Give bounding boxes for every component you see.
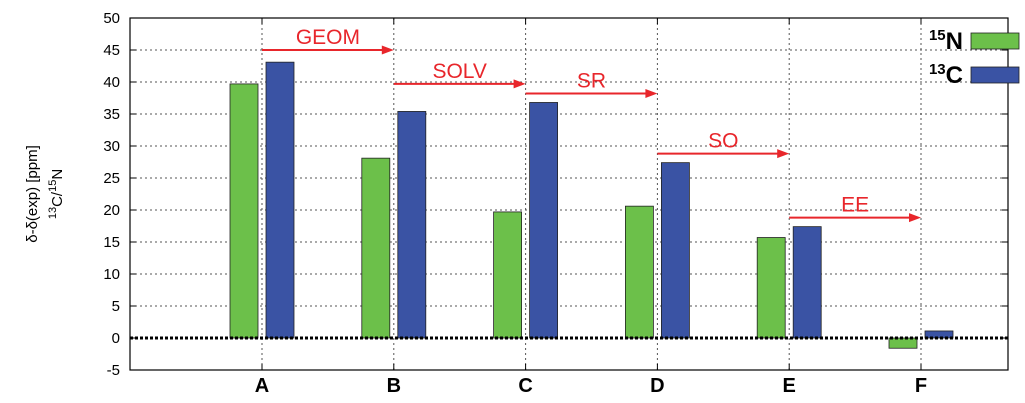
plot-frame (129, 17, 1009, 371)
bar-15N-B (361, 157, 391, 339)
y-tick-label: 0 (112, 330, 120, 347)
annotations-layer: GEOM SOLV SR SO EE (262, 26, 921, 223)
x-tick-label-A: A (255, 375, 269, 397)
y-axis-label: δ-δ(exp) [ppm] 13C/15N (24, 145, 66, 243)
frame-layer (129, 17, 1009, 371)
y-tick-label: 35 (103, 106, 120, 123)
bar-13C-F (924, 330, 954, 339)
legend-label-15N: 15N (929, 27, 963, 55)
y-axis-label-base: N (49, 169, 66, 180)
y-tick-label: -5 (107, 362, 120, 379)
annotation-label-sr: SR (577, 70, 606, 93)
y-axis-label-group: δ-δ(exp) [ppm] 13C/15N (24, 145, 66, 243)
arrowhead-geom (381, 45, 394, 55)
bar-13C-D (661, 162, 690, 339)
arrowhead-ee (909, 213, 921, 223)
y-axis-label-sup: 15 (47, 180, 59, 192)
bar-13C-E (792, 226, 822, 339)
arrowhead-so (777, 149, 790, 159)
bar-15N-D (625, 205, 654, 339)
legend-swatch-13C (970, 66, 1020, 84)
bar-15N-F (888, 337, 918, 349)
y-axis-label-line1: δ-δ(exp) [ppm] (24, 145, 41, 243)
annotation-label-geom: GEOM (296, 26, 360, 49)
ticks-layer: -5 0 5 10 15 20 25 30 35 40 45 50 A B C D E F (103, 10, 1008, 397)
bar-13C-B (397, 111, 427, 339)
y-tick-label: 45 (103, 42, 120, 59)
y-tick-label: 20 (103, 202, 120, 219)
bar-15N-C (493, 211, 523, 339)
y-tick-label: 25 (103, 170, 120, 187)
bar-15N-A (229, 83, 259, 339)
legend-label-13C: 13C (929, 61, 963, 89)
y-axis-label-line2: 13C/15N (47, 169, 66, 219)
bar-13C-A (265, 61, 295, 339)
y-tick-label: 50 (103, 10, 120, 27)
x-tick-label-D: D (650, 375, 664, 397)
y-tick-label: 15 (103, 234, 120, 251)
bar-13C-C (529, 102, 558, 339)
legend-label-superscript: 15 (929, 27, 946, 44)
y-tick-label: 30 (103, 138, 120, 155)
y-axis-label-base: C/ (49, 191, 66, 207)
legend-swatch-15N (970, 32, 1020, 50)
y-axis-label-sup: 13 (47, 207, 59, 219)
x-tick-label-F: F (915, 375, 927, 397)
x-tick-label-E: E (783, 375, 796, 397)
x-tick-label-B: B (387, 375, 401, 397)
arrowhead-sr (645, 89, 658, 99)
y-tick-label: 40 (103, 74, 120, 91)
legend-label-base: N (946, 28, 963, 55)
y-tick-label: 10 (103, 266, 120, 283)
arrowhead-solv (513, 79, 526, 89)
legend-label-superscript: 13 (929, 61, 946, 78)
bars-layer (229, 61, 954, 349)
bar-15N-E (756, 237, 786, 339)
grid-layer (130, 18, 1008, 370)
annotation-label-so: SO (708, 130, 738, 153)
y-tick-label: 5 (112, 298, 120, 315)
annotation-label-ee: EE (841, 194, 869, 217)
legend-label-base: C (946, 62, 963, 89)
annotation-label-solv: SOLV (432, 60, 486, 83)
x-tick-label-C: C (518, 375, 532, 397)
